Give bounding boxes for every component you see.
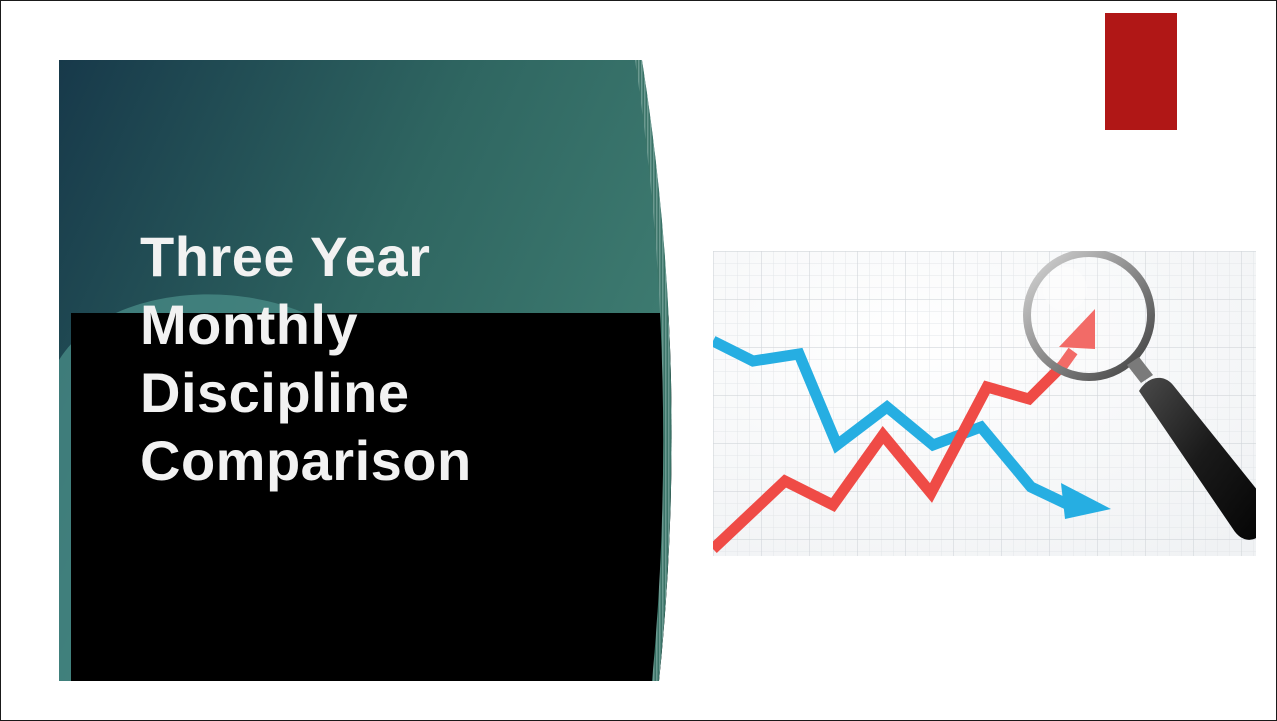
right-stripe-edge (635, 60, 672, 681)
handle (1139, 377, 1258, 540)
lens-highlight (1043, 267, 1087, 311)
red-arrowhead (1059, 309, 1095, 349)
lens (1027, 253, 1151, 377)
slide-title: Three Year Monthly Discipline Comparison (140, 223, 660, 495)
magnifying-glass-icon (1023, 249, 1258, 540)
title-panel-background (59, 60, 672, 681)
blue-arrowhead (1061, 483, 1111, 519)
chart-magnifier-image (709, 249, 1258, 556)
title-line-2: Monthly (140, 293, 359, 356)
title-panel (59, 60, 691, 681)
title-line-3: Discipline (140, 361, 410, 424)
rising-red-line (709, 347, 1078, 553)
falling-blue-line (710, 336, 1076, 512)
rim-neck (1127, 357, 1153, 383)
black-overlay (71, 313, 672, 681)
red-accent-bar (1105, 13, 1177, 130)
lens-rim (1023, 249, 1155, 381)
title-line-4: Comparison (140, 429, 472, 492)
title-line-1: Three Year (140, 225, 431, 288)
